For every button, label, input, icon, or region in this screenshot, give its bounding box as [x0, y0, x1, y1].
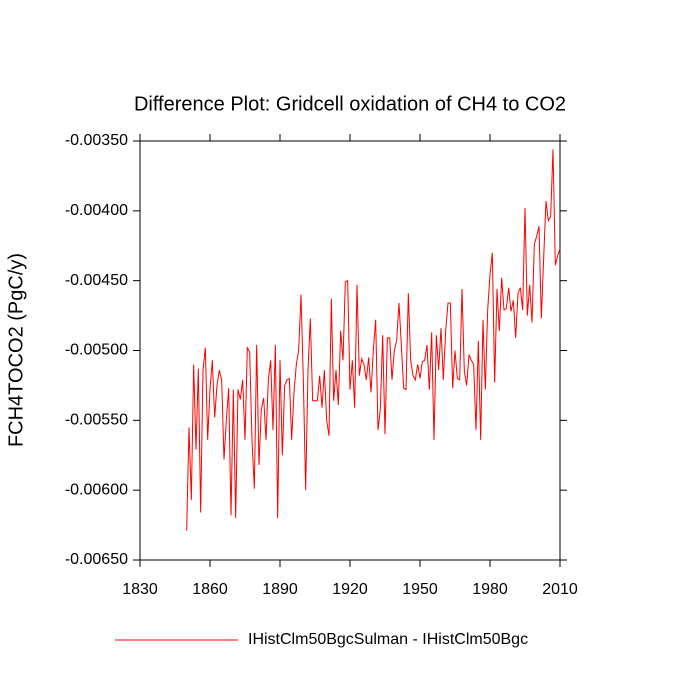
x-tick-label: 2010: [542, 581, 578, 598]
y-tick-label: -0.00650: [65, 551, 128, 568]
y-tick-label: -0.00350: [65, 132, 128, 149]
plot-frame: [139, 140, 561, 561]
y-tick-label: -0.00550: [65, 412, 128, 429]
y-tick-label: -0.00600: [65, 481, 128, 498]
x-tick-label: 1860: [192, 581, 228, 598]
y-tick-label: -0.00450: [65, 272, 128, 289]
x-tick-label: 1920: [332, 581, 368, 598]
y-axis-label: FCH4TOCO2 (PgC/y): [5, 253, 27, 447]
y-tick-label: -0.00400: [65, 202, 128, 219]
x-tick-label: 1950: [402, 581, 438, 598]
x-tick-label: 1980: [472, 581, 508, 598]
y-tick-label: -0.00500: [65, 342, 128, 359]
x-tick-label: 1830: [122, 581, 158, 598]
legend-label: IHistClm50BgcSulman - IHistClm50Bgc: [248, 631, 528, 648]
chart-title: Difference Plot: Gridcell oxidation of C…: [134, 93, 566, 115]
x-tick-label: 1890: [262, 581, 298, 598]
data-line: [186, 149, 561, 531]
